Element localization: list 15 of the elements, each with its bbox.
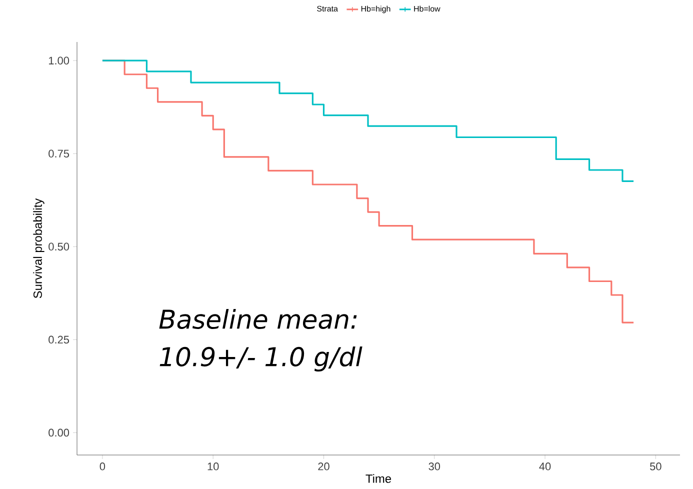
annotation: 10.9+/- 1.0 g/dl — [160, 346, 362, 372]
y-tick-label: 0.00 — [48, 428, 70, 437]
annotation: Baseline mean: — [159, 308, 357, 330]
x-tick-label: 10 — [208, 462, 219, 470]
y-axis-title: Survival probability — [33, 198, 44, 298]
x-tick-label: 40 — [539, 462, 551, 470]
y-tick-label: 1.00 — [48, 56, 70, 64]
x-tick-label: 50 — [650, 462, 662, 470]
y-tick-label: 0.25 — [48, 336, 70, 344]
y-tick-label: 0.75 — [48, 150, 70, 158]
x-tick-label: 20 — [318, 462, 330, 470]
x-axis-title: Time — [366, 474, 392, 483]
x-tick-label: 30 — [428, 462, 440, 470]
y-tick-label: 0.50 — [48, 242, 70, 251]
x-tick-label: 0 — [100, 462, 106, 470]
